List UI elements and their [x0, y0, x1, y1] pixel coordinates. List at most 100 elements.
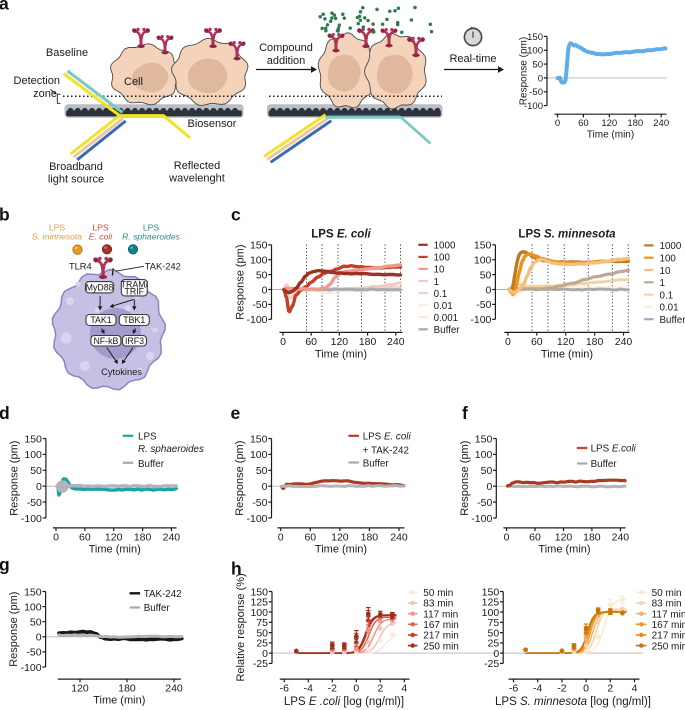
svg-text:Detection: Detection [14, 75, 60, 87]
svg-text:10: 10 [660, 266, 671, 277]
svg-text:100: 100 [250, 255, 268, 267]
svg-text:60: 60 [304, 531, 316, 543]
svg-text:-100: -100 [21, 662, 42, 674]
svg-text:R. sphaeroides: R. sphaeroides [138, 444, 204, 455]
svg-text:60: 60 [529, 531, 541, 543]
svg-text:180: 180 [359, 336, 377, 348]
svg-text:120: 120 [71, 683, 89, 695]
svg-text:50: 50 [256, 465, 268, 477]
svg-text:Time (min): Time (min) [315, 544, 367, 556]
svg-text:250 min: 250 min [423, 641, 459, 652]
svg-text:TRIF: TRIF [125, 287, 145, 297]
svg-text:120: 120 [105, 531, 123, 543]
svg-text:Buffer: Buffer [660, 315, 685, 326]
svg-text:150: 150 [474, 240, 492, 252]
svg-text:240: 240 [387, 336, 405, 348]
svg-text:TLR4: TLR4 [69, 261, 92, 271]
svg-text:60: 60 [578, 118, 589, 129]
svg-text:Relative response (%): Relative response (%) [235, 573, 247, 681]
svg-text:Buffer: Buffer [434, 325, 461, 336]
svg-text:addition: addition [267, 55, 306, 67]
svg-text:100: 100 [24, 449, 42, 461]
svg-text:4: 4 [401, 683, 407, 695]
svg-text:Response (pm): Response (pm) [519, 37, 530, 105]
svg-text:Real-time: Real-time [449, 53, 496, 65]
svg-text:150: 150 [24, 586, 42, 598]
svg-text:50: 50 [30, 465, 42, 477]
svg-text:Broadband: Broadband [49, 161, 103, 173]
svg-text:0: 0 [280, 336, 286, 348]
svg-text:100: 100 [474, 255, 492, 267]
svg-text:LPS: LPS [92, 223, 109, 233]
svg-text:LPS: LPS [49, 223, 66, 233]
svg-text:-50: -50 [477, 497, 492, 509]
svg-text:150: 150 [527, 32, 543, 43]
svg-text:-100: -100 [524, 101, 543, 112]
svg-text:4: 4 [632, 683, 638, 695]
svg-text:1000: 1000 [660, 241, 682, 252]
svg-text:0: 0 [353, 683, 359, 695]
svg-text:25: 25 [488, 638, 500, 650]
svg-text:LPS S. minnesota: LPS S. minnesota [518, 229, 616, 241]
svg-text:Cytokines: Cytokines [101, 367, 142, 377]
svg-text:125: 125 [250, 597, 268, 609]
svg-text:167 min: 167 min [423, 620, 459, 631]
svg-text:-50: -50 [252, 299, 267, 311]
svg-text:250 min: 250 min [652, 641, 685, 652]
svg-text:-50: -50 [252, 497, 267, 509]
svg-text:0: 0 [538, 73, 543, 84]
svg-text:60: 60 [305, 336, 317, 348]
svg-text:167 min: 167 min [652, 620, 685, 631]
svg-text:wavelenght: wavelenght [168, 173, 225, 185]
svg-text:TBK1: TBK1 [123, 315, 145, 325]
svg-text:10: 10 [434, 265, 445, 276]
svg-text:0: 0 [555, 118, 560, 129]
svg-text:-6: -6 [509, 683, 518, 695]
svg-text:LPS E.coli: LPS E.coli [591, 444, 637, 455]
svg-text:-100: -100 [470, 314, 491, 326]
svg-text:b: b [0, 205, 10, 225]
svg-text:217 min: 217 min [423, 631, 459, 642]
svg-text:180: 180 [627, 118, 643, 129]
svg-text:Response (pm): Response (pm) [235, 244, 247, 319]
svg-text:R. sphaeroides: R. sphaeroides [122, 232, 181, 242]
svg-text:2: 2 [377, 683, 383, 695]
svg-text:180: 180 [134, 531, 152, 543]
svg-text:c: c [231, 205, 241, 225]
svg-text:1: 1 [434, 277, 439, 288]
svg-text:50: 50 [481, 465, 493, 477]
svg-text:-25: -25 [253, 658, 268, 670]
svg-text:50 min: 50 min [652, 588, 682, 599]
svg-text:0: 0 [36, 632, 42, 644]
svg-text:Response (pm): Response (pm) [234, 441, 246, 516]
svg-text:Buffer: Buffer [363, 458, 390, 469]
svg-text:1: 1 [660, 278, 665, 289]
svg-text:LPS: LPS [138, 432, 157, 443]
svg-text:180: 180 [118, 683, 136, 695]
svg-text:f: f [462, 403, 468, 423]
svg-text:60: 60 [531, 336, 543, 348]
svg-text:2: 2 [607, 683, 613, 695]
svg-text:-4: -4 [533, 683, 542, 695]
svg-text:120: 120 [555, 531, 573, 543]
svg-text:240: 240 [653, 118, 669, 129]
svg-text:75: 75 [488, 617, 500, 629]
svg-text:Time (min): Time (min) [93, 695, 145, 707]
svg-text:50: 50 [488, 627, 500, 639]
svg-text:Cell: Cell [124, 76, 143, 88]
svg-text:Time (min): Time (min) [541, 349, 593, 361]
svg-text:0: 0 [486, 284, 492, 296]
svg-text:-50: -50 [26, 647, 41, 659]
svg-text:50: 50 [30, 617, 42, 629]
svg-text:E. coli: E. coli [89, 232, 113, 242]
svg-text:0: 0 [504, 531, 510, 543]
svg-text:117 min: 117 min [423, 609, 458, 620]
svg-text:d: d [0, 403, 10, 423]
svg-text:150: 150 [250, 240, 268, 252]
svg-text:0: 0 [36, 481, 42, 493]
svg-text:LPS E. coli: LPS E. coli [311, 229, 371, 241]
svg-text:120: 120 [557, 336, 575, 348]
svg-text:0.1: 0.1 [434, 289, 448, 300]
svg-text:Response (pm): Response (pm) [459, 441, 471, 516]
svg-text:-4: -4 [304, 683, 313, 695]
